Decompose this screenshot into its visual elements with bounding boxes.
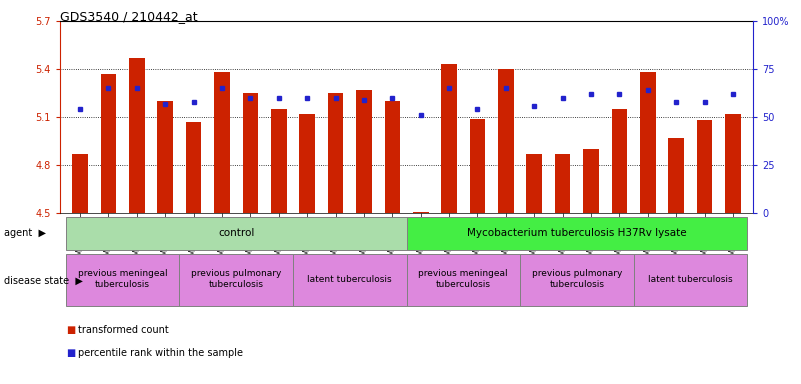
Bar xyxy=(406,255,520,306)
Bar xyxy=(101,74,116,213)
Bar xyxy=(526,154,542,213)
Text: ■: ■ xyxy=(66,325,75,335)
Bar xyxy=(555,154,570,213)
Bar xyxy=(640,72,656,213)
Bar xyxy=(384,101,400,213)
Text: Mycobacterium tuberculosis H37Rv lysate: Mycobacterium tuberculosis H37Rv lysate xyxy=(467,228,686,238)
Bar xyxy=(612,109,627,213)
Bar xyxy=(179,255,293,306)
Text: GDS3540 / 210442_at: GDS3540 / 210442_at xyxy=(60,10,198,23)
Text: agent  ▶: agent ▶ xyxy=(4,228,46,238)
Text: transformed count: transformed count xyxy=(78,325,169,335)
Bar xyxy=(413,212,429,213)
Bar xyxy=(214,72,230,213)
Text: previous meningeal
tuberculosis: previous meningeal tuberculosis xyxy=(78,269,167,289)
Text: control: control xyxy=(218,228,255,238)
Bar xyxy=(441,64,457,213)
Bar xyxy=(356,90,372,213)
Text: latent tuberculosis: latent tuberculosis xyxy=(648,275,733,284)
Bar xyxy=(293,255,406,306)
Text: previous pulmonary
tuberculosis: previous pulmonary tuberculosis xyxy=(532,269,622,289)
Text: percentile rank within the sample: percentile rank within the sample xyxy=(78,348,244,358)
Bar xyxy=(66,255,179,306)
Bar xyxy=(725,114,741,213)
Text: disease state  ▶: disease state ▶ xyxy=(4,275,83,285)
Bar xyxy=(300,114,315,213)
Bar xyxy=(469,119,485,213)
Bar xyxy=(72,154,88,213)
Text: previous meningeal
tuberculosis: previous meningeal tuberculosis xyxy=(418,269,508,289)
Bar xyxy=(129,58,144,213)
Bar xyxy=(697,120,712,213)
Bar xyxy=(634,255,747,306)
Text: latent tuberculosis: latent tuberculosis xyxy=(308,275,392,284)
Bar xyxy=(406,217,747,250)
Bar xyxy=(66,217,406,250)
Bar xyxy=(669,138,684,213)
Bar xyxy=(157,101,173,213)
Bar xyxy=(328,93,344,213)
Text: previous pulmonary
tuberculosis: previous pulmonary tuberculosis xyxy=(191,269,281,289)
Bar xyxy=(583,149,599,213)
Bar xyxy=(498,69,513,213)
Bar xyxy=(271,109,287,213)
Bar xyxy=(243,93,258,213)
Bar xyxy=(520,255,634,306)
Text: ■: ■ xyxy=(66,348,75,358)
Bar xyxy=(186,122,201,213)
